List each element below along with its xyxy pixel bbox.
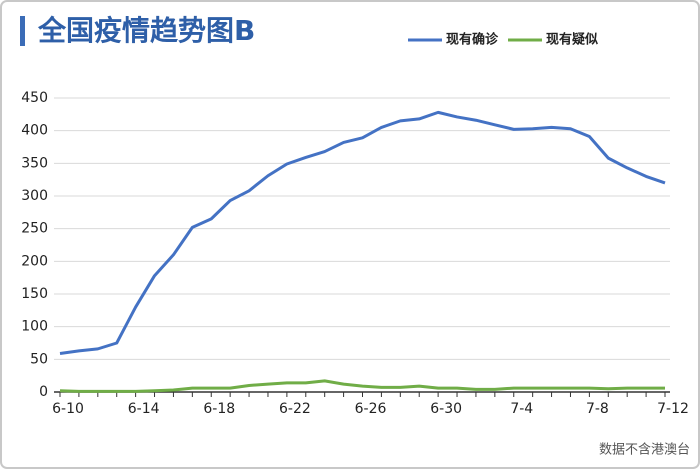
y-tick-label: 150 — [21, 286, 48, 302]
y-tick-label: 0 — [39, 384, 48, 400]
x-tick-label: 7-8 — [586, 401, 609, 417]
title-bar — [20, 16, 25, 46]
y-tick-label: 300 — [21, 188, 48, 204]
y-tick-label: 100 — [21, 319, 48, 335]
x-tick-label: 6-30 — [430, 401, 462, 417]
x-tick-label: 7-12 — [657, 401, 689, 417]
x-tick-label: 6-22 — [279, 401, 311, 417]
legend-label: 现有确诊 — [446, 32, 499, 48]
y-tick-label: 250 — [21, 221, 48, 237]
footnote: 数据不含港澳台 — [599, 442, 690, 458]
series-line — [59, 110, 666, 355]
x-tick-label: 6-14 — [128, 401, 160, 417]
y-tick-label: 200 — [21, 253, 48, 269]
series-line — [59, 379, 665, 393]
legend-label: 现有疑似 — [546, 32, 598, 48]
x-tick-label: 7-4 — [510, 401, 533, 417]
x-tick-label: 6-10 — [52, 401, 84, 417]
y-tick-label: 50 — [30, 351, 48, 367]
y-tick-label: 450 — [21, 90, 48, 106]
y-tick-label: 350 — [21, 155, 48, 171]
x-tick-label: 6-26 — [355, 401, 387, 417]
y-tick-label: 400 — [21, 123, 48, 139]
x-tick-label: 6-18 — [203, 401, 235, 417]
chart-title: 全国疫情趋势图B — [37, 14, 255, 47]
